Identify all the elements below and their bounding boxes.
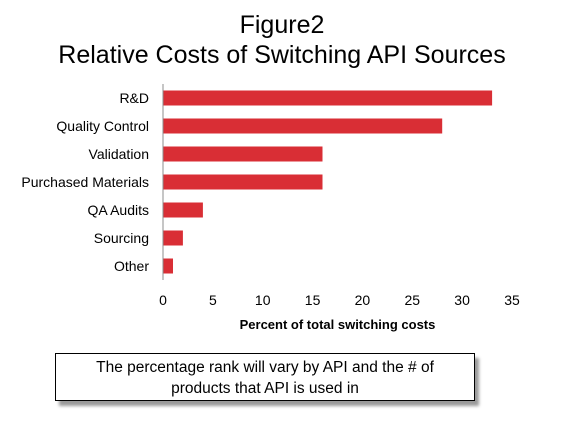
x-tick-label: 0 xyxy=(159,292,167,308)
x-tick-label: 35 xyxy=(504,292,520,308)
category-label: Validation xyxy=(89,146,149,162)
category-label: Other xyxy=(114,258,149,274)
x-tick-label: 5 xyxy=(209,292,217,308)
bar xyxy=(163,258,173,274)
x-tick-label: 15 xyxy=(305,292,321,308)
bar xyxy=(163,174,323,190)
note-line-1: The percentage rank will vary by API and… xyxy=(96,359,434,376)
chart-title-line-1: Figure2 xyxy=(239,11,325,39)
bar xyxy=(163,202,203,218)
x-tick-label: 30 xyxy=(454,292,470,308)
category-label: Purchased Materials xyxy=(21,174,149,190)
chart-title-line-2: Relative Costs of Switching API Sources xyxy=(58,41,506,69)
category-label: Sourcing xyxy=(94,230,149,246)
bar xyxy=(163,90,493,106)
category-label: Quality Control xyxy=(56,118,149,134)
category-label: QA Audits xyxy=(88,202,149,218)
x-axis-title: Percent of total switching costs xyxy=(240,317,436,332)
bar xyxy=(163,146,323,162)
bar xyxy=(163,118,443,134)
bar-chart: R&D Quality Control Validation Purchased Ma… xyxy=(21,84,520,332)
bar xyxy=(163,230,183,246)
x-tick-label: 10 xyxy=(255,292,271,308)
note-callout-box: The percentage rank will vary by API and… xyxy=(55,353,475,401)
x-tick-label: 20 xyxy=(355,292,371,308)
x-tick-label: 25 xyxy=(405,292,421,308)
note-line-2: products that API is used in xyxy=(171,380,359,397)
category-label: R&D xyxy=(119,90,149,106)
